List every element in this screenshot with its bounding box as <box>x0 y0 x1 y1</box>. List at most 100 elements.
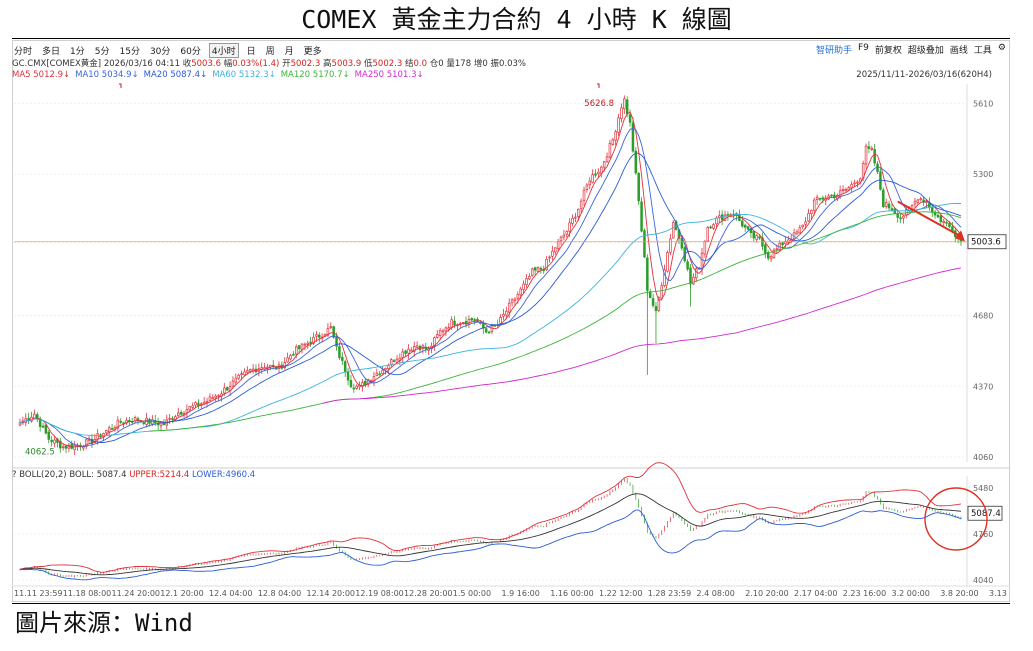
candle-body-171 <box>510 299 514 304</box>
candle-body-169 <box>505 310 508 316</box>
candle-body-270 <box>795 231 799 235</box>
tool-item-3[interactable]: 超级叠加 <box>907 46 944 56</box>
period-tab-7[interactable]: 4小时 <box>208 42 239 58</box>
tool-item-2[interactable]: 前复权 <box>874 46 902 56</box>
candle-body-93 <box>286 357 289 363</box>
period-tab-10[interactable]: 月 <box>284 46 294 57</box>
x-tick-16: 2.17 04:00 <box>794 589 837 598</box>
candle-body-216 <box>640 201 643 232</box>
candle-body-129 <box>389 359 393 365</box>
ma5-line <box>19 111 962 448</box>
lower-value: 4960.4 <box>225 470 256 480</box>
high-value: 5003.9 <box>331 59 362 69</box>
candle-body-125 <box>378 373 381 376</box>
help-icon[interactable]: ? <box>12 470 17 480</box>
candle-body-259 <box>764 244 767 255</box>
candle-body-121 <box>366 379 370 385</box>
oi-label: 仓 <box>429 59 439 69</box>
candle-body-204 <box>605 156 609 163</box>
candle-body-137 <box>412 346 416 352</box>
candle-body-255 <box>752 230 756 239</box>
y-tick-5300: 5300 <box>973 170 993 179</box>
candle-body-307 <box>902 215 905 219</box>
candle-body-148 <box>444 327 448 332</box>
candle-body-115 <box>349 380 353 388</box>
candle-body-185 <box>551 250 554 257</box>
period-tab-2[interactable]: 1分 <box>70 46 85 57</box>
candle-body-130 <box>392 360 396 362</box>
candle-body-239 <box>706 226 710 242</box>
x-tick-11: 1.16 00:00 <box>550 589 593 598</box>
candle-body-8 <box>41 425 45 428</box>
period-tab-6[interactable]: 60分 <box>180 46 201 57</box>
source-caption: 圖片來源：Wind <box>15 609 193 637</box>
gear-icon[interactable]: ⚙ <box>997 43 1006 53</box>
candle-body-136 <box>410 349 413 352</box>
tool-item-0[interactable]: 智研助手 <box>815 46 852 56</box>
source-rule <box>12 603 1010 604</box>
page-title: COMEX 黃金主力合約 4 小時 K 線圖 <box>301 5 732 34</box>
candle-body-76 <box>237 374 240 379</box>
candle-body-86 <box>266 366 269 369</box>
tool-item-4[interactable]: 画线 <box>949 46 968 56</box>
high-label: 高 <box>323 59 332 69</box>
candle-body-0 <box>18 422 22 426</box>
ma10-line <box>19 127 962 447</box>
candle-body-36 <box>122 422 125 425</box>
candle-body-58 <box>185 409 189 414</box>
candle-body-186 <box>553 247 557 253</box>
boll-label: BOLL: <box>69 470 95 480</box>
period-tab-1[interactable]: 多日 <box>42 46 61 57</box>
candle-body-34 <box>116 419 120 429</box>
candle-body-144 <box>433 337 436 347</box>
period-tab-11[interactable]: 更多 <box>303 46 322 57</box>
candle-body-213 <box>631 122 635 152</box>
candle-body-211 <box>625 99 629 115</box>
close-value: 5003.6 <box>191 59 221 69</box>
title-rule <box>12 38 1010 39</box>
candle-body-237 <box>700 252 704 270</box>
candle-body-163 <box>487 331 491 334</box>
candle-body-94 <box>289 355 292 360</box>
candle-body-276 <box>812 199 816 211</box>
period-toolbar: 分时 多日 1分 5分 15分 30分 60分 4小时日周月更多 <box>12 42 324 58</box>
candle-body-77 <box>240 373 243 375</box>
period-tab-5[interactable]: 30分 <box>149 46 171 57</box>
period-tab-4[interactable]: 15分 <box>119 46 140 57</box>
candle-body-291 <box>856 181 859 184</box>
tool-item-5[interactable]: 工具 <box>973 46 992 56</box>
candle-body-114 <box>346 371 350 381</box>
tool-item-1[interactable]: F9 <box>857 43 869 53</box>
inc-value: 0 <box>482 59 488 69</box>
candle-body-120 <box>364 380 367 386</box>
candle-body-191 <box>568 222 571 232</box>
kline-chart: 4060437046805000530056105003.65626.84062… <box>12 40 1010 602</box>
candle-body-197 <box>585 184 589 190</box>
candle-body-126 <box>381 369 384 374</box>
candle-body-179 <box>533 267 537 271</box>
candle-body-289 <box>850 183 853 189</box>
candle-body-209 <box>620 107 623 119</box>
candle-body-56 <box>179 412 183 415</box>
period-tab-8[interactable]: 日 <box>246 46 256 57</box>
candle-body-35 <box>119 421 122 423</box>
candle-body-172 <box>513 298 517 301</box>
candle-body-95 <box>292 354 295 356</box>
inc-label: 增 <box>473 59 483 69</box>
candle-body-212 <box>628 114 632 123</box>
candle-body-97 <box>297 345 301 350</box>
candle-body-232 <box>686 261 689 270</box>
candle-body-233 <box>689 267 692 285</box>
candle-body-192 <box>571 217 574 224</box>
candle-body-222 <box>657 297 661 311</box>
period-tab-3[interactable]: 5分 <box>94 46 110 57</box>
y-tick-4680: 4680 <box>973 312 993 321</box>
moving-averages <box>19 111 962 448</box>
period-tab-0[interactable]: 分时 <box>14 46 33 57</box>
vol-value: 178 <box>454 59 472 69</box>
period-tab-9[interactable]: 周 <box>265 46 275 57</box>
candle-body-107 <box>326 328 330 336</box>
candle-body-113 <box>343 361 347 373</box>
candle-body-133 <box>401 351 404 358</box>
